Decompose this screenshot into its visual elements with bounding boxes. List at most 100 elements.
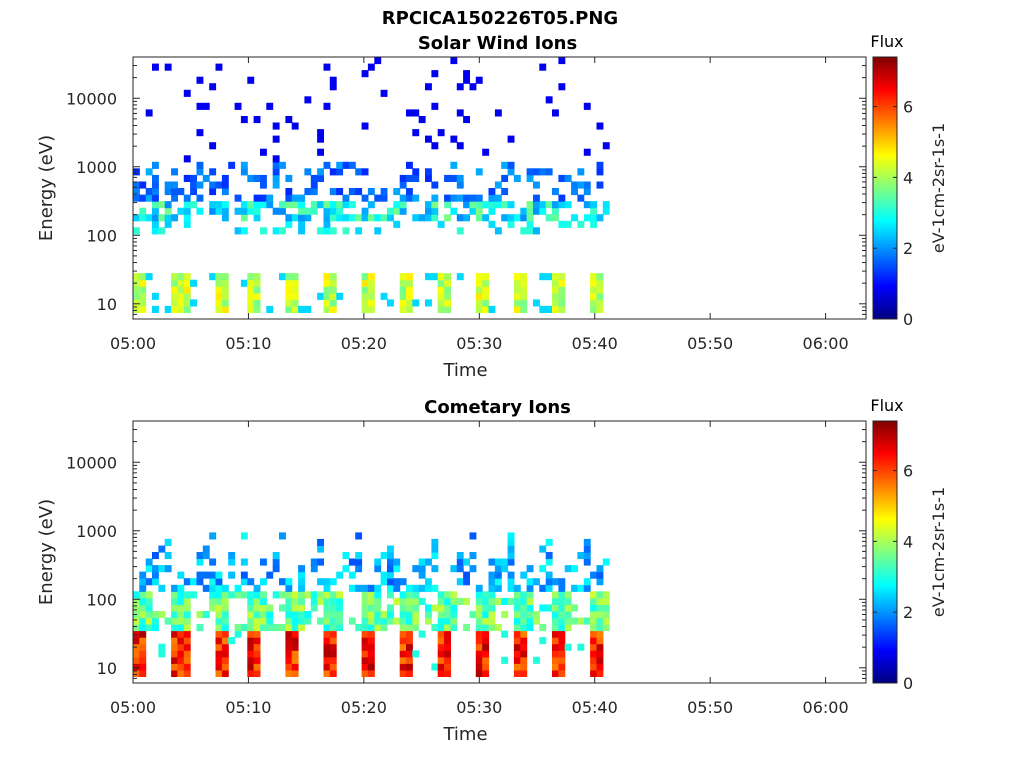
heatmap-cell [215, 591, 223, 599]
heatmap-cell [367, 292, 375, 300]
heatmap-cell [533, 617, 540, 625]
heatmap-cell [469, 611, 477, 619]
heatmap-cell [406, 286, 413, 294]
heatmap-cell [247, 207, 255, 215]
heatmap-cell [558, 656, 566, 664]
heatmap-cell [234, 227, 242, 235]
heatmap-cell [304, 591, 312, 599]
heatmap-cell [323, 624, 331, 632]
x-tick-label: 05:00 [110, 334, 156, 353]
heatmap-cell [533, 207, 540, 215]
heatmap-cell [412, 565, 420, 573]
heatmap-cell [253, 207, 261, 215]
heatmap-cell [596, 630, 604, 638]
heatmap-cells [133, 532, 610, 677]
heatmap-cell [513, 617, 521, 625]
heatmap-cell [221, 299, 229, 307]
heatmap-cell [171, 279, 178, 287]
heatmap-cell [488, 624, 496, 632]
heatmap-cell [329, 578, 337, 586]
heatmap-cell [145, 611, 153, 619]
heatmap-cell [329, 305, 337, 313]
heatmap-cell [437, 643, 445, 651]
heatmap-cell [240, 214, 248, 222]
heatmap-cell [247, 611, 255, 619]
heatmap-cell [602, 558, 610, 566]
heatmap-cell [183, 220, 191, 228]
heatmap-cell [266, 194, 274, 202]
heatmap-cell [513, 630, 521, 638]
heatmap-cell [526, 578, 534, 586]
heatmap-cell [590, 663, 597, 671]
heatmap-cell [310, 604, 318, 612]
heatmap-cell [272, 181, 280, 189]
heatmap-cell [247, 578, 255, 586]
heatmap-cell [361, 650, 369, 658]
heatmap-cell [596, 597, 604, 605]
heatmap-cell [374, 558, 382, 566]
heatmap-cell [152, 578, 159, 586]
heatmap-cell [329, 83, 337, 91]
heatmap-cell [552, 591, 559, 599]
heatmap-cell [342, 214, 350, 222]
heatmap-cell [444, 617, 451, 625]
heatmap-cell [463, 571, 470, 579]
heatmap-cell [133, 292, 140, 300]
heatmap-cell [488, 617, 496, 625]
heatmap-cell [482, 604, 490, 612]
heatmap-cell [323, 630, 331, 638]
heatmap-cell [602, 604, 610, 612]
heatmap-cell [298, 584, 305, 592]
heatmap-cell [387, 584, 394, 592]
heatmap-cell [507, 168, 515, 176]
heatmap-cell [177, 611, 185, 619]
heatmap-cell [583, 201, 591, 209]
heatmap-cell [406, 174, 413, 182]
heatmap-cell [171, 273, 178, 281]
heatmap-cell [431, 102, 439, 110]
heatmap-cell [171, 597, 178, 605]
colorbar [872, 56, 898, 320]
heatmap-cell [164, 207, 172, 215]
heatmap-cell [196, 76, 204, 84]
heatmap-cell [425, 604, 432, 612]
heatmap-cell [260, 578, 267, 586]
heatmap-cell [552, 643, 559, 651]
heatmap-cell [336, 611, 344, 619]
heatmap-cell [139, 637, 147, 645]
heatmap-cell [444, 194, 451, 202]
heatmap-cell [285, 214, 293, 222]
heatmap-cell [133, 624, 140, 632]
heatmap-cell [482, 201, 490, 209]
heatmap-cell [437, 597, 445, 605]
heatmap-cell [475, 669, 483, 677]
heatmap-cell [298, 591, 305, 599]
heatmap-cell [209, 188, 217, 196]
heatmap-cell [450, 604, 458, 612]
heatmap-cell [279, 604, 286, 612]
heatmap-cell [475, 650, 483, 658]
heatmap-cell [406, 584, 413, 592]
heatmap-cell [298, 214, 305, 222]
heatmap-cell [196, 207, 204, 215]
heatmap-cell [152, 63, 159, 71]
heatmap-cell [374, 591, 382, 599]
heatmap-cell [431, 181, 439, 189]
heatmap-cell [482, 663, 490, 671]
heatmap-cell [539, 565, 547, 573]
y-axis-label: Energy (eV) [36, 499, 57, 605]
heatmap-cell [253, 650, 261, 658]
heatmap-cell [298, 624, 305, 632]
y-tick-label: 100 [86, 226, 117, 245]
heatmap-cell [336, 604, 344, 612]
heatmap-cell [431, 545, 439, 553]
heatmap-cell [475, 663, 483, 671]
heatmap-cell [513, 604, 521, 612]
heatmap-cell [145, 558, 153, 566]
heatmap-cell [583, 617, 591, 625]
heatmap-cell [361, 643, 369, 651]
heatmap-cell [475, 305, 483, 313]
heatmap-cell [355, 532, 363, 540]
heatmap-cell [552, 207, 559, 215]
heatmap-cell [577, 220, 585, 228]
